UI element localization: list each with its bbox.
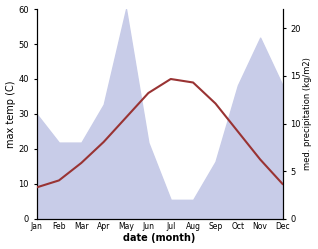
Y-axis label: max temp (C): max temp (C)	[5, 80, 16, 148]
Y-axis label: med. precipitation (kg/m2): med. precipitation (kg/m2)	[303, 58, 313, 170]
X-axis label: date (month): date (month)	[123, 234, 196, 244]
